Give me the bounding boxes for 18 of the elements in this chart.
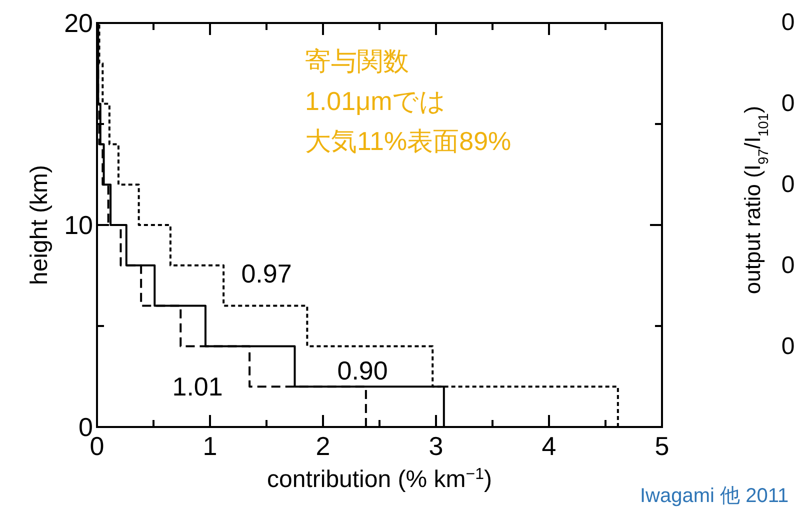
y-tick-label: 20 <box>64 8 93 38</box>
y-tick-label: 10 <box>64 210 93 240</box>
text: 0 <box>781 90 795 117</box>
annotation: 寄与関数 <box>305 46 409 76</box>
text: 0 <box>781 252 795 279</box>
x-tick-label: 1 <box>202 431 218 461</box>
x-axis-title: contribution (% km$^{−1}$) <box>267 466 492 493</box>
text: 0 <box>781 9 795 36</box>
y-axis-title: height (km) <box>26 164 53 286</box>
annotation: 大気11%表面89% <box>305 126 512 156</box>
text: 0 <box>781 333 795 360</box>
x-tick-label: 2 <box>316 431 330 461</box>
x-tick-label: 3 <box>428 431 444 461</box>
text: 0 <box>781 171 795 198</box>
x-tick-label: 5 <box>654 431 670 461</box>
text: Iwagami 他 2011 <box>640 485 789 507</box>
annotation: 1.01μmでは <box>305 86 446 116</box>
x-tick-label: 4 <box>542 431 556 461</box>
